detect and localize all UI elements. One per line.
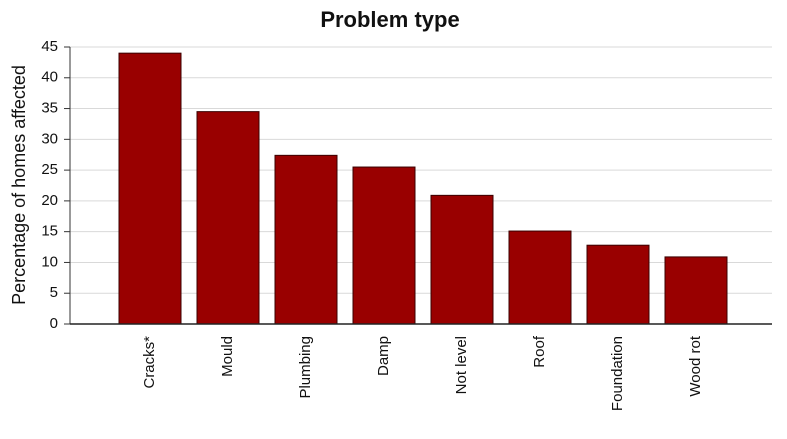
y-tick-label: 20	[41, 192, 58, 209]
bar	[118, 52, 182, 325]
y-tick-label: 35	[41, 100, 58, 117]
bar	[664, 256, 728, 325]
x-tick-label: Damp	[375, 336, 392, 376]
y-tick-label: 10	[41, 253, 58, 270]
bar	[274, 154, 338, 325]
bar	[352, 166, 416, 325]
y-axis-label: Percentage of homes affected	[9, 65, 29, 305]
y-tick-label: 5	[50, 284, 58, 301]
y-tick-label: 15	[41, 223, 58, 240]
bar	[508, 230, 572, 325]
x-tick-label: Plumbing	[297, 336, 314, 399]
x-tick-label: Mould	[219, 336, 236, 377]
bar	[196, 111, 260, 325]
bar	[586, 244, 650, 325]
y-tick-label: 40	[41, 69, 58, 86]
x-tick-label: Roof	[531, 335, 548, 368]
y-tick-label: 25	[41, 161, 58, 178]
x-tick-label: Not level	[453, 336, 470, 394]
y-tick-label: 45	[41, 38, 58, 55]
x-tick-label: Cracks*	[141, 336, 158, 389]
y-tick-label: 30	[41, 130, 58, 147]
y-tick-label: 0	[50, 315, 58, 332]
x-tick-label: Wood rot	[687, 335, 704, 396]
bar	[430, 194, 494, 325]
chart-title: Problem type	[320, 7, 459, 32]
x-tick-label: Foundation	[609, 336, 626, 411]
